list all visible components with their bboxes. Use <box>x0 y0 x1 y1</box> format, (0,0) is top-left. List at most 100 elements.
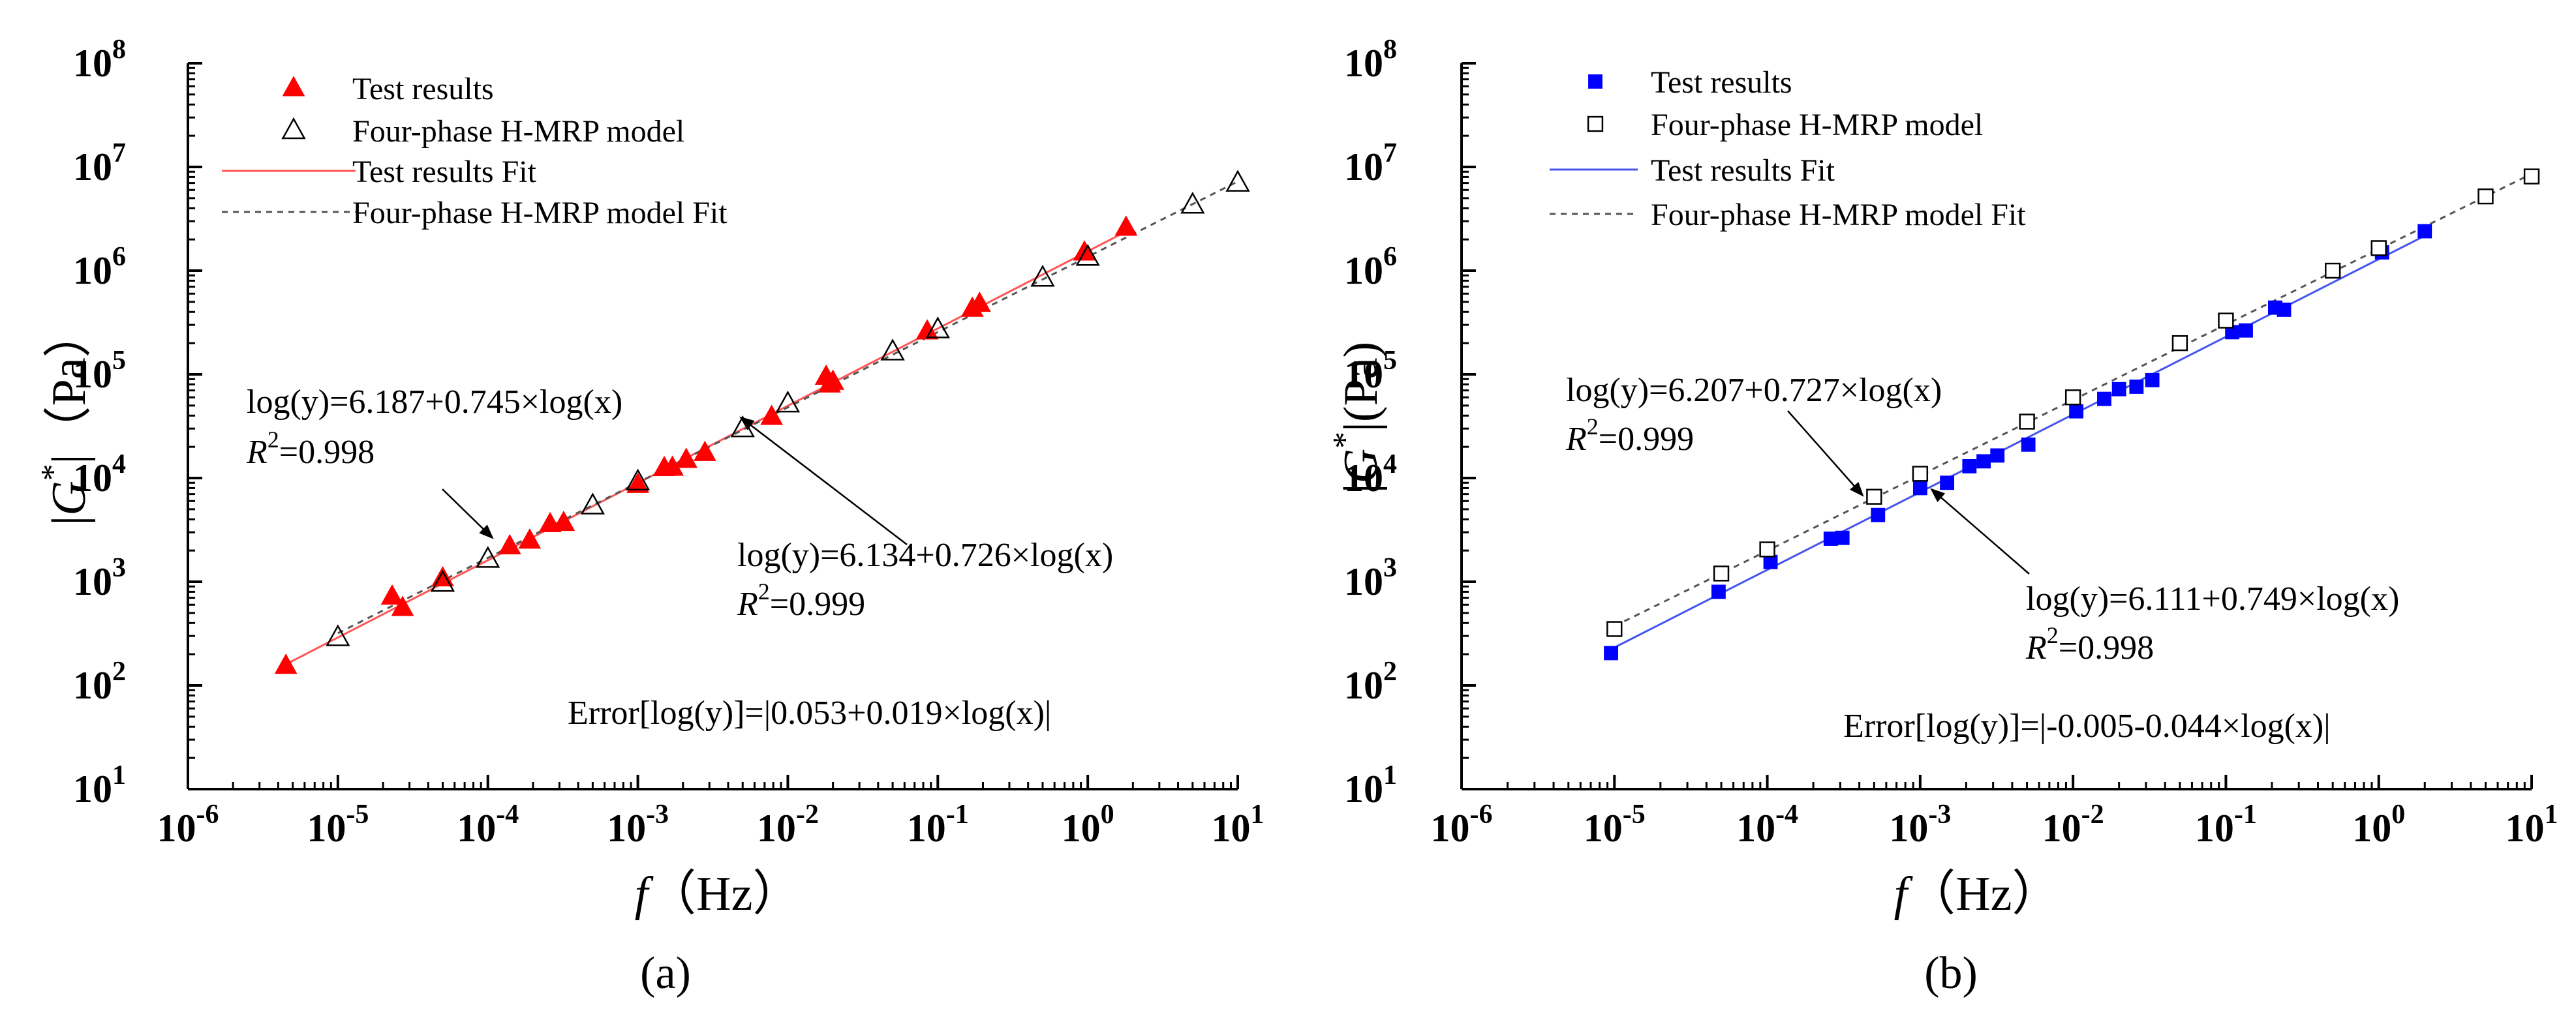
model-point <box>2019 413 2035 430</box>
legend-label: Test results <box>352 72 494 106</box>
x-tick-base: 10 <box>2195 807 2234 850</box>
legend-label: Four-phase H-MRP model <box>352 114 684 149</box>
model-point <box>1606 621 1623 637</box>
x-tick-label: 10-5 <box>1584 800 1646 850</box>
test-results-point <box>760 404 783 425</box>
chart-panel-a: 10-6 10-5 10-4 10-3 10-2 10-1 100 1011011021031… <box>35 35 1265 998</box>
test-results-point <box>2021 437 2036 452</box>
y-axis-bar-right: | <box>1334 422 1388 432</box>
y-tick-base: 10 <box>73 353 112 396</box>
r-letter: R <box>1565 421 1587 458</box>
x-tick-exp: -1 <box>946 800 969 830</box>
test-results-point <box>2277 302 2292 317</box>
y-tick-base: 10 <box>1344 560 1383 603</box>
x-tick-exp: -2 <box>2081 800 2104 830</box>
x-tick-exp: -6 <box>1470 800 1493 830</box>
x-tick-exp: -3 <box>646 800 669 830</box>
model-point <box>2523 168 2540 185</box>
r-squared-2: R2=0.998 <box>2025 622 2154 667</box>
y-tick-exp: 8 <box>1383 35 1397 65</box>
r-letter: R <box>737 586 758 623</box>
y-tick-base: 10 <box>1344 664 1383 707</box>
x-tick-base: 10 <box>1889 807 1928 850</box>
x-tick-base: 10 <box>757 807 796 850</box>
y-tick-base: 10 <box>1344 353 1383 396</box>
model-point <box>1075 244 1100 266</box>
x-tick-label: 10-6 <box>157 800 219 850</box>
legend-label: Test results Fit <box>352 155 537 189</box>
y-tick-label: 107 <box>1344 138 1397 188</box>
y-tick-label: 106 <box>1344 242 1397 292</box>
test-results-point <box>274 653 298 674</box>
x-tick-base: 10 <box>907 807 946 850</box>
y-tick-exp: 1 <box>112 760 126 790</box>
fit-equation-1: log(y)=6.207+0.727×log(x) <box>1566 372 1942 409</box>
y-tick-exp: 1 <box>1383 760 1397 790</box>
x-tick-label: 10-2 <box>2042 800 2104 850</box>
y-tick-base: 10 <box>73 145 112 188</box>
x-tick-base: 10 <box>457 807 496 850</box>
x-tick-label: 101 <box>2506 800 2558 850</box>
model-point <box>1180 192 1205 214</box>
x-tick-label: 10-2 <box>757 800 819 850</box>
model-point <box>580 492 606 515</box>
r-sup: 2 <box>758 578 770 605</box>
y-tick-label: 101 <box>1344 760 1397 811</box>
x-tick-base: 10 <box>1431 807 1470 850</box>
x-tick-exp: 1 <box>2545 800 2558 830</box>
legend-label: Test results Fit <box>1651 153 1835 188</box>
y-tick-base: 10 <box>1344 145 1383 188</box>
y-tick-base: 10 <box>73 664 112 707</box>
r-value: =0.998 <box>279 434 375 471</box>
y-tick-label: 107 <box>73 138 126 188</box>
model-point <box>1912 466 1929 482</box>
model-point <box>1866 488 1882 505</box>
fit-equation-2: log(y)=6.111+0.749×log(x) <box>2026 580 2399 618</box>
y-tick-exp: 7 <box>1383 138 1397 168</box>
test-results-point <box>626 472 649 493</box>
y-tick-base: 10 <box>73 249 112 292</box>
legend-swatch-open-square <box>1587 115 1604 132</box>
model-point <box>326 624 350 646</box>
legend-swatch-filled-triangle <box>282 76 305 97</box>
model-point <box>1759 541 1775 558</box>
r-letter: R <box>2025 629 2047 667</box>
x-tick-exp: -4 <box>496 800 519 830</box>
x-tick-label: 10-1 <box>2195 800 2257 850</box>
legend-label: Four-phase H-MRP model Fit <box>352 196 728 230</box>
test-results-point <box>498 533 521 555</box>
test-results-point <box>2225 325 2240 340</box>
x-tick-label: 100 <box>1062 800 1114 850</box>
y-axis-symbol: G <box>42 481 96 515</box>
x-tick-label: 10-4 <box>457 800 519 850</box>
model-point <box>625 468 651 490</box>
y-tick-label: 106 <box>73 242 126 292</box>
model-point <box>2218 312 2234 329</box>
r-squared-2: R2=0.999 <box>737 578 865 623</box>
test-results-point <box>694 440 716 461</box>
x-tick-base: 10 <box>1584 807 1623 850</box>
test-results-point <box>1604 646 1618 661</box>
y-axis-unit: （Pa） <box>42 309 96 454</box>
y-tick-exp: 5 <box>1383 346 1397 376</box>
x-tick-exp: -2 <box>796 800 819 830</box>
y-axis-star: * <box>35 464 72 481</box>
x-tick-label: 101 <box>1212 800 1265 850</box>
x-tick-exp: -5 <box>1623 800 1646 830</box>
x-tick-label: 10-1 <box>907 800 969 850</box>
x-tick-label: 10-5 <box>307 800 369 850</box>
test-results-point <box>1835 530 1850 545</box>
x-tick-base: 10 <box>607 807 646 850</box>
model-point <box>1225 170 1250 192</box>
error-equation: Error[log(y)]=|-0.005-0.044×log(x)| <box>1843 708 2331 745</box>
test-results-point <box>391 595 414 616</box>
x-tick-base: 10 <box>1062 807 1101 850</box>
y-tick-base: 10 <box>73 457 112 500</box>
y-tick-label: 104 <box>73 449 126 500</box>
model-fit-line <box>337 180 1238 635</box>
x-tick-label: 10-3 <box>1889 800 1951 850</box>
y-tick-label: 108 <box>73 35 126 85</box>
test-results-point <box>821 369 844 390</box>
annotation-arrow-2 <box>739 416 908 545</box>
legend-label: Four-phase H-MRP model <box>1651 108 1983 142</box>
